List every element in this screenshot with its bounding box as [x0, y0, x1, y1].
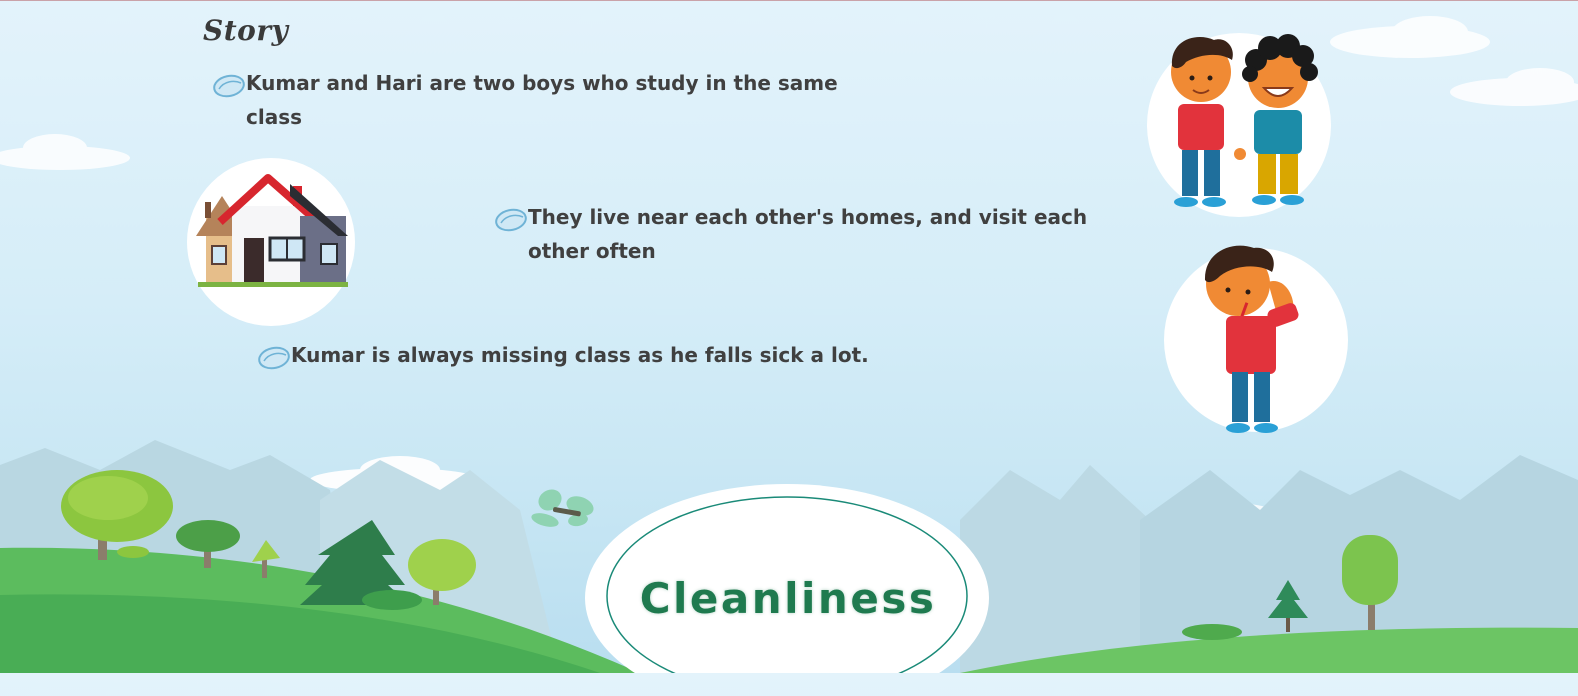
story-bullet-1: Kumar and Hari are two boys who study in… — [212, 66, 852, 134]
right-hill — [960, 627, 1578, 673]
bush-icon — [117, 546, 149, 558]
badge-circle — [585, 484, 989, 673]
cloud-icon — [1330, 16, 1490, 58]
tree-icon — [61, 470, 173, 560]
house-icon — [187, 158, 355, 326]
left-hill-front — [0, 594, 600, 673]
story-bullet-text: They live near each other's homes, and v… — [528, 205, 1088, 263]
cleanliness-badge: Cleanliness — [608, 496, 968, 696]
badge-title: Cleanliness — [639, 574, 937, 623]
bean-bullet-icon — [258, 346, 290, 370]
tree-icon — [252, 540, 280, 578]
background-scene — [0, 16, 1578, 673]
story-title: Story — [203, 14, 289, 47]
bush-icon — [1182, 624, 1242, 640]
pine-tree-icon — [1268, 580, 1308, 632]
story-bullet-text: Kumar is always missing class as he fall… — [291, 343, 869, 367]
cloud-icon — [1450, 68, 1578, 106]
story-bullet-text: Kumar and Hari are two boys who study in… — [246, 71, 838, 129]
cloud-icon — [0, 134, 130, 170]
story-bullet-3: Kumar is always missing class as he fall… — [257, 338, 897, 374]
bush-icon — [362, 590, 422, 610]
bean-bullet-icon — [495, 208, 527, 232]
tree-icon — [408, 539, 476, 605]
sick-boy-icon — [1164, 245, 1348, 433]
butterfly-icon — [531, 489, 594, 527]
top-border — [0, 0, 1578, 1]
tree-icon — [1342, 535, 1398, 630]
story-bullet-2: They live near each other's homes, and v… — [494, 200, 1104, 268]
pine-tree-icon — [300, 520, 410, 605]
tree-icon — [176, 520, 240, 568]
two-boys-holding-hands-icon — [1147, 33, 1331, 217]
bean-bullet-icon — [213, 74, 245, 98]
